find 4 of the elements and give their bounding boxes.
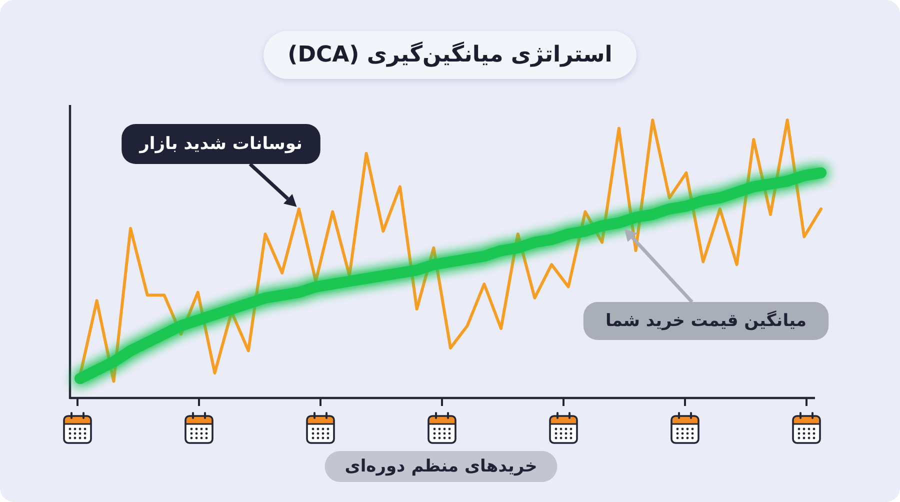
annotation: نوسانات شدید بازار — [138, 134, 302, 154]
x-axis-title: خریدهای منظم دوره‌ای — [344, 456, 538, 476]
annotation: میانگین قیمت خرید شما — [605, 310, 807, 331]
chart-title: استراتژی میانگین‌گیری (DCA) — [288, 40, 612, 68]
